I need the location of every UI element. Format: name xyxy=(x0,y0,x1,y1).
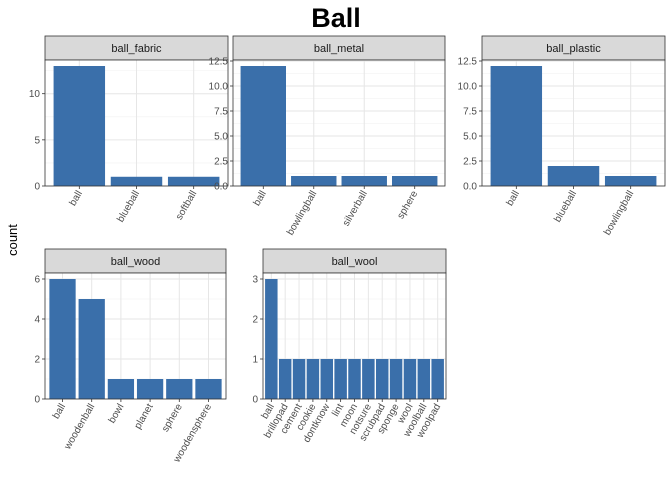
bar-bowl xyxy=(107,379,135,399)
facet-strip-label: ball_metal xyxy=(314,43,364,55)
y-tick-label: 10 xyxy=(29,89,41,100)
bar-woolpad xyxy=(431,359,444,399)
y-tick-label: 2 xyxy=(252,315,258,326)
y-tick-label: 2.5 xyxy=(214,157,228,168)
y-tick-label: 0.0 xyxy=(463,182,477,193)
bar-softball xyxy=(167,176,220,186)
y-tick-label: 2.5 xyxy=(463,157,477,168)
bar-dontknow xyxy=(320,359,334,399)
chart-title: Ball xyxy=(311,3,361,33)
bar-ball xyxy=(49,279,76,399)
bar-cement xyxy=(292,359,306,399)
bar-lint xyxy=(334,359,347,399)
y-tick-label: 5 xyxy=(34,135,40,146)
x-tick-label: planet xyxy=(133,402,156,431)
y-tick-label: 0 xyxy=(252,395,258,406)
y-tick-label: 5.0 xyxy=(214,132,228,143)
facet-ball_fabric: ball_fabric 0 5 10 ball blueball softball xyxy=(29,35,229,224)
y-tick-label: 2 xyxy=(34,355,40,366)
panel-border xyxy=(232,59,446,187)
facet-strip xyxy=(232,35,446,61)
y-tick-label: 10.0 xyxy=(458,82,478,93)
y-tick-label: 1 xyxy=(252,355,258,366)
x-tick-label: ball xyxy=(505,189,522,208)
x-tick-label: woodenball xyxy=(62,402,97,452)
bar-notsure xyxy=(362,359,375,399)
x-tick-label: softball xyxy=(174,189,199,222)
y-tick-label: 12.5 xyxy=(458,57,478,68)
bar-woodensphere xyxy=(195,379,222,399)
bar-sphere xyxy=(392,176,438,186)
bar-planet xyxy=(136,379,164,399)
facet-strip-label: ball_wood xyxy=(111,256,161,268)
facet-strip xyxy=(44,248,227,274)
x-tick-label: silverball xyxy=(341,189,370,228)
x-tick-label: bowlingball xyxy=(602,189,636,237)
x-tick-label: sphere xyxy=(160,402,185,434)
bar-blueball xyxy=(110,176,163,186)
y-tick-label: 7.5 xyxy=(463,107,477,118)
y-tick-label: 7.5 xyxy=(214,107,228,118)
bar-ball xyxy=(240,66,286,186)
facet-strip xyxy=(262,248,447,274)
bar-bowlingball xyxy=(604,176,657,186)
bar-ball xyxy=(265,279,278,399)
y-tick-label: 6 xyxy=(34,275,40,286)
panel-border xyxy=(44,272,227,400)
bar-bowlingball xyxy=(291,176,337,186)
y-axis-label: count xyxy=(5,224,20,256)
bar-woolball xyxy=(417,359,431,399)
facet-ball_plastic: ball_plastic 0.0 2.5 5.0 7.5 10.0 12.5 ball blue… xyxy=(458,35,666,237)
facet-strip xyxy=(481,35,666,61)
bar-moon xyxy=(348,359,361,399)
bar-wool xyxy=(403,359,417,399)
bar-blueball xyxy=(547,166,600,186)
y-tick-label: 3 xyxy=(252,275,258,286)
x-tick-label: ball xyxy=(252,189,269,208)
facet-strip-label: ball_fabric xyxy=(111,43,162,55)
bar-woodenball xyxy=(78,299,105,399)
bar-cookie xyxy=(306,359,320,399)
y-tick-label: 0.0 xyxy=(214,182,228,193)
bar-sphere xyxy=(166,379,193,399)
x-tick-label: sphere xyxy=(395,189,420,221)
bar-scrubpad xyxy=(375,359,389,399)
bar-ball xyxy=(53,66,106,186)
facet-ball_metal: ball_metal 0.0 2.5 5.0 7.5 10.0 12.5 ball bowlin… xyxy=(209,35,446,237)
bar-brillopad xyxy=(278,359,292,399)
x-tick-label: bowl xyxy=(107,402,127,425)
bar-silverball xyxy=(341,176,387,186)
x-tick-label: blueball xyxy=(552,189,579,224)
y-tick-label: 0 xyxy=(34,395,40,406)
x-tick-label: bowlingball xyxy=(285,189,319,237)
x-tick-label: blueball xyxy=(115,189,142,224)
bar-ball xyxy=(490,66,543,186)
facet-strip xyxy=(44,35,229,61)
y-tick-label: 5.0 xyxy=(463,132,477,143)
x-tick-label: ball xyxy=(68,189,85,208)
y-tick-label: 10.0 xyxy=(209,82,229,93)
y-tick-label: 12.5 xyxy=(209,57,229,68)
x-tick-label: ball xyxy=(51,402,68,421)
bar-sponge xyxy=(389,359,403,399)
facet-strip-label: ball_wool xyxy=(332,256,378,268)
facet-ball_wool: ball_wool0123ballbrillopadcementcookiedo… xyxy=(252,248,447,445)
facet-strip-label: ball_plastic xyxy=(546,43,601,55)
y-tick-label: 4 xyxy=(34,315,40,326)
y-tick-label: 0 xyxy=(34,182,40,193)
